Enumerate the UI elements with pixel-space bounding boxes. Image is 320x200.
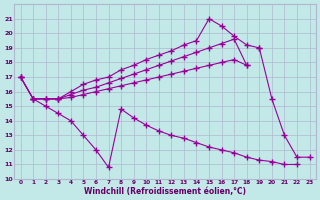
X-axis label: Windchill (Refroidissement éolien,°C): Windchill (Refroidissement éolien,°C) [84, 187, 246, 196]
